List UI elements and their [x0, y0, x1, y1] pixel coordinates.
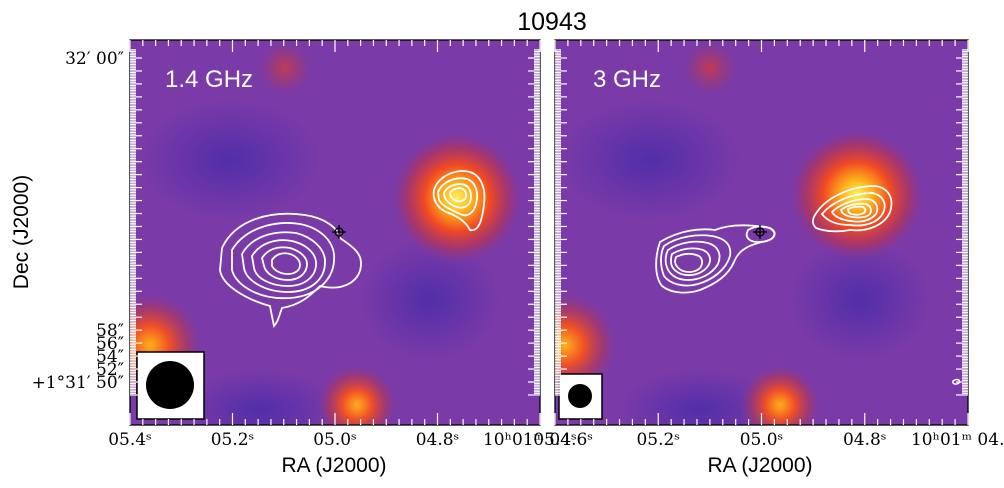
- x-tick-labels-left: 05.4ˢ 05.2ˢ 05.0ˢ 04.8ˢ 10ʰ01ᵐ 04.6ˢ: [108, 430, 593, 450]
- panel-3ghz-image: 3 GHz: [555, 40, 968, 425]
- x-tick-label: 04.8ˢ: [416, 430, 460, 450]
- panel-label-1-4ghz: 1.4 GHz: [165, 66, 253, 93]
- y-tick-labels: 32′ 00″ 58″56″54″52″+1°31′ 50″: [32, 49, 124, 393]
- x-tick-labels-right: 05.4ˢ 05.2ˢ 05.0ˢ 04.8ˢ 10ʰ01ᵐ 04.6ˢ: [533, 430, 1004, 450]
- y-tick-label: 58″: [96, 321, 124, 341]
- x-tick-label: 05.4ˢ: [533, 430, 577, 450]
- x-tick-label: 05.2ˢ: [636, 430, 680, 450]
- x-tick-label: 05.0ˢ: [740, 430, 784, 450]
- edge-contour-fragment: [952, 378, 961, 385]
- panel-3ghz: 3 GHz: [554, 39, 969, 426]
- panel-1-4ghz: 1.4 GHz: [129, 39, 541, 426]
- y-tick-label: +1°31′ 50″: [32, 373, 124, 393]
- contours-1-4ghz: [219, 170, 486, 328]
- marker-1-4ghz: [332, 225, 346, 239]
- x-tick-label: 10ʰ01ᵐ 04.6ˢ: [483, 430, 593, 450]
- x-axis-label-left: RA (J2000): [281, 454, 386, 477]
- y-tick-label: 52″: [96, 360, 124, 380]
- ticks-right-panel: [554, 40, 969, 425]
- x-tick-label: 10ʰ01ᵐ 04.6ˢ: [911, 430, 1004, 450]
- x-tick-label: 04.8ˢ: [843, 430, 887, 450]
- panel-label-3ghz: 3 GHz: [593, 66, 661, 93]
- x-tick-label: 05.4ˢ: [108, 430, 152, 450]
- y-tick-label: 56″: [96, 334, 124, 354]
- y-tick-label: 32′ 00″: [65, 49, 124, 69]
- marker-3ghz: [753, 225, 767, 239]
- figure-title: 10943: [517, 8, 587, 36]
- beam-box-3ghz: [558, 373, 603, 420]
- y-tick-label: 54″: [96, 347, 124, 367]
- ticks-left-panel: [129, 40, 541, 425]
- contours-3ghz: [655, 185, 893, 294]
- x-tick-label: 05.2ˢ: [211, 430, 255, 450]
- x-tick-label: 05.0ˢ: [313, 430, 357, 450]
- beam-box-1-4ghz: [136, 351, 205, 420]
- x-axis-label-right: RA (J2000): [707, 454, 812, 477]
- y-axis-label: Dec (J2000): [10, 175, 33, 289]
